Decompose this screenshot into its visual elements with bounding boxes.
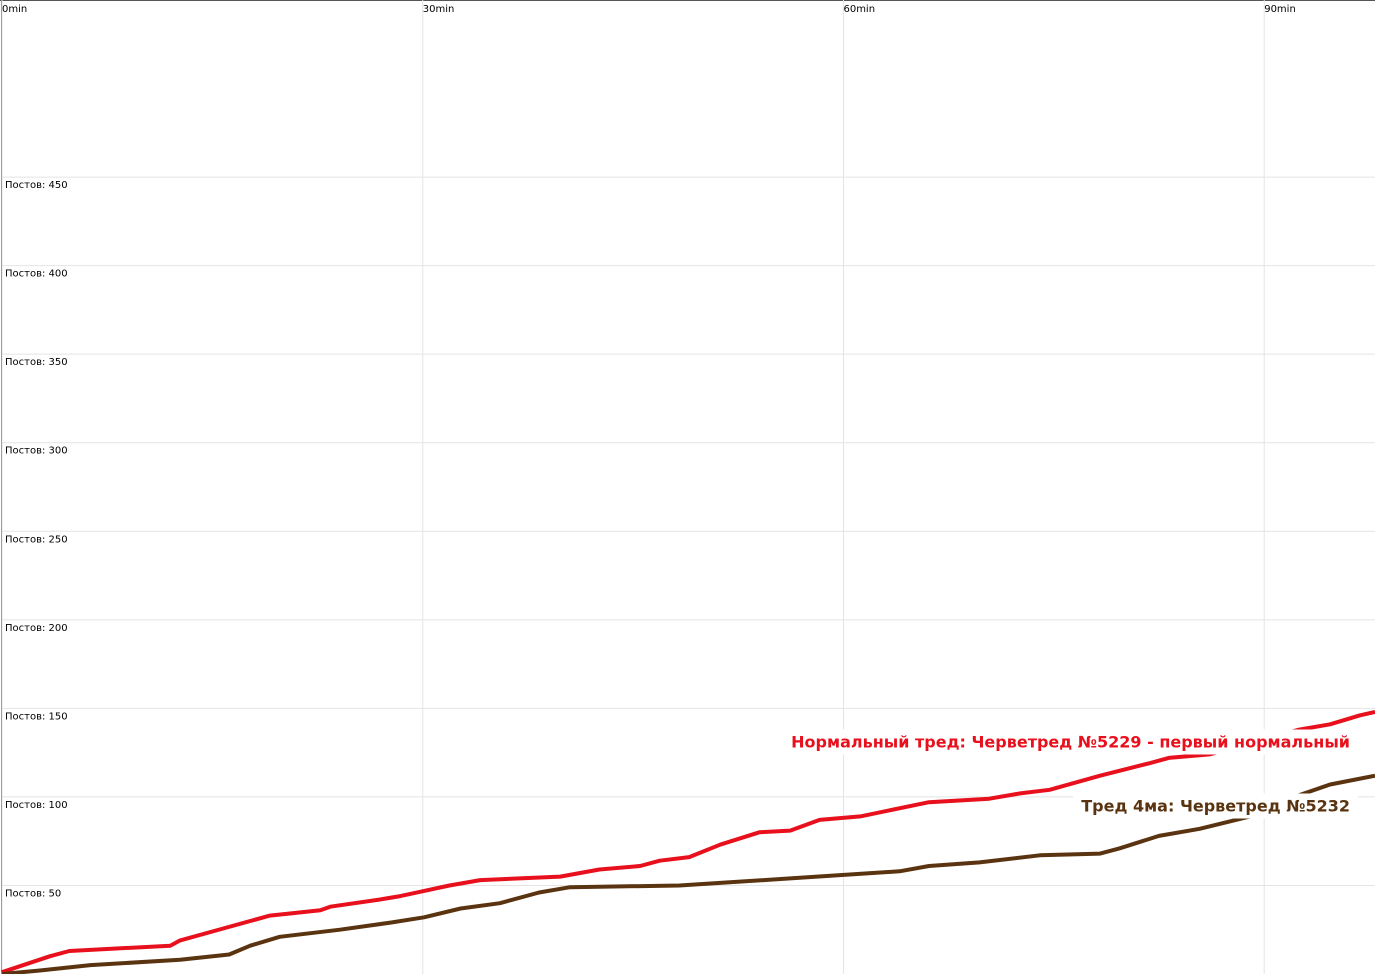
y-tick-label: Постов: 450 (5, 180, 68, 191)
legend-label: Нормальный тред: Черветред №5229 - первы… (791, 733, 1350, 752)
y-tick-label: Постов: 250 (5, 534, 68, 545)
y-tick-label: Постов: 300 (5, 446, 68, 457)
y-tick-label: Постов: 100 (5, 800, 68, 811)
series-line (1, 773, 1375, 974)
y-tick-label: Постов: 350 (5, 357, 68, 368)
legend-item: Нормальный тред: Черветред №5229 - первы… (783, 729, 1358, 755)
legend-background (1073, 793, 1358, 819)
y-tick-label: Постов: 200 (5, 623, 68, 634)
x-tick-label: 60min (843, 4, 875, 15)
series-line (1, 709, 1375, 974)
x-tick-label: 30min (423, 4, 455, 15)
x-tick-label: 90min (1264, 4, 1296, 15)
y-tick-label: Постов: 400 (5, 269, 68, 280)
x-tick-label: 0min (2, 4, 27, 15)
legend-background (783, 729, 1358, 755)
legend-label: Тред 4ма: Черветред №5232 (1081, 797, 1350, 816)
y-tick-label: Постов: 150 (5, 711, 68, 722)
y-tick-label: Постов: 50 (5, 888, 61, 899)
legend-item: Тред 4ма: Черветред №5232 (1073, 793, 1358, 819)
